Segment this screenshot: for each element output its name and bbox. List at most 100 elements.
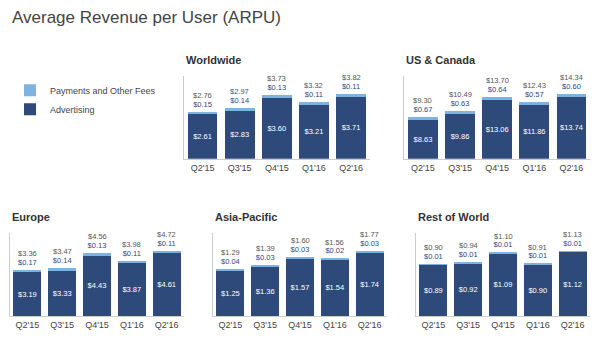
svg-text:$1.77: $1.77 xyxy=(360,230,379,239)
svg-text:$0.11: $0.11 xyxy=(342,82,360,91)
svg-text:$13.74: $13.74 xyxy=(560,123,583,132)
svg-text:$0.90: $0.90 xyxy=(528,286,547,295)
svg-text:$0.13: $0.13 xyxy=(267,83,286,92)
svg-text:Q4'15: Q4'15 xyxy=(288,320,312,330)
svg-text:Average Revenue per User (ARPU: Average Revenue per User (ARPU) xyxy=(12,8,281,27)
svg-text:$0.94: $0.94 xyxy=(459,241,478,250)
svg-text:Q1'16: Q1'16 xyxy=(323,320,347,330)
svg-text:$2.97: $2.97 xyxy=(230,87,249,96)
svg-text:Q4'15: Q4'15 xyxy=(85,320,109,330)
svg-text:$0.89: $0.89 xyxy=(424,286,443,295)
svg-text:$1.39: $1.39 xyxy=(256,244,275,253)
svg-text:Q2'16: Q2'16 xyxy=(339,163,363,173)
svg-text:$0.01: $0.01 xyxy=(424,252,443,261)
svg-text:Q3'15: Q3'15 xyxy=(228,163,252,173)
svg-text:Q2'15: Q2'15 xyxy=(422,320,446,330)
svg-text:Asia-Pacific: Asia-Pacific xyxy=(215,211,277,223)
svg-text:$1.57: $1.57 xyxy=(291,283,310,292)
svg-text:$4.56: $4.56 xyxy=(88,232,107,241)
svg-text:$3.47: $3.47 xyxy=(53,247,72,256)
svg-text:Q1'16: Q1'16 xyxy=(526,320,550,330)
svg-text:$3.71: $3.71 xyxy=(342,123,361,132)
svg-text:Q4'15: Q4'15 xyxy=(491,320,515,330)
svg-text:$0.01: $0.01 xyxy=(494,240,513,249)
svg-text:Q4'15: Q4'15 xyxy=(485,163,509,173)
svg-text:$0.60: $0.60 xyxy=(562,82,581,91)
svg-text:Q2'15: Q2'15 xyxy=(16,320,40,330)
svg-text:Europe: Europe xyxy=(12,211,50,223)
svg-text:$2.76: $2.76 xyxy=(193,91,212,100)
svg-text:Q2'15: Q2'15 xyxy=(191,163,215,173)
svg-text:$1.29: $1.29 xyxy=(221,248,240,257)
svg-text:$0.67: $0.67 xyxy=(414,105,433,114)
svg-text:$0.17: $0.17 xyxy=(18,258,37,267)
svg-text:$0.63: $0.63 xyxy=(451,99,470,108)
svg-text:$0.92: $0.92 xyxy=(459,285,478,294)
svg-text:Q3'15: Q3'15 xyxy=(50,320,74,330)
svg-text:$4.61: $4.61 xyxy=(157,280,176,289)
svg-text:Worldwide: Worldwide xyxy=(186,54,241,66)
svg-text:$3.73: $3.73 xyxy=(267,74,286,83)
svg-text:$1.60: $1.60 xyxy=(291,236,310,245)
svg-text:Rest of World: Rest of World xyxy=(418,211,489,223)
svg-text:$4.72: $4.72 xyxy=(157,230,176,239)
svg-text:$0.11: $0.11 xyxy=(305,90,323,99)
svg-text:Q1'16: Q1'16 xyxy=(522,163,546,173)
svg-text:$0.11: $0.11 xyxy=(157,239,175,248)
svg-text:$3.33: $3.33 xyxy=(53,289,72,298)
svg-text:Q4'15: Q4'15 xyxy=(265,163,289,173)
svg-text:$1.56: $1.56 xyxy=(325,238,344,247)
svg-text:Q3'15: Q3'15 xyxy=(456,320,480,330)
svg-text:$1.12: $1.12 xyxy=(563,280,582,289)
svg-text:$0.57: $0.57 xyxy=(525,90,544,99)
svg-text:$1.13: $1.13 xyxy=(563,230,582,239)
svg-text:$3.98: $3.98 xyxy=(122,240,141,249)
svg-text:$12.43: $12.43 xyxy=(523,81,546,90)
svg-text:$0.01: $0.01 xyxy=(563,239,582,248)
svg-text:$8.63: $8.63 xyxy=(414,135,433,144)
svg-text:Q2'16: Q2'16 xyxy=(560,163,584,173)
svg-text:$3.87: $3.87 xyxy=(122,285,141,294)
svg-text:$0.90: $0.90 xyxy=(424,243,443,252)
svg-text:Q3'15: Q3'15 xyxy=(253,320,277,330)
svg-text:Q2'15: Q2'15 xyxy=(411,163,435,173)
svg-text:US & Canada: US & Canada xyxy=(406,54,476,66)
svg-text:$0.11: $0.11 xyxy=(123,249,141,258)
svg-text:$4.43: $4.43 xyxy=(88,281,107,290)
svg-text:$9.86: $9.86 xyxy=(451,132,470,141)
svg-text:Payments and Other Fees: Payments and Other Fees xyxy=(50,86,156,96)
svg-text:$0.01: $0.01 xyxy=(528,251,547,260)
svg-text:Q2'15: Q2'15 xyxy=(219,320,243,330)
svg-text:$0.04: $0.04 xyxy=(221,257,240,266)
svg-text:$0.91: $0.91 xyxy=(528,243,547,252)
svg-text:$13.70: $13.70 xyxy=(486,76,509,85)
svg-text:Q2'16: Q2'16 xyxy=(358,320,382,330)
svg-text:Q2'16: Q2'16 xyxy=(155,320,179,330)
svg-text:Advertising: Advertising xyxy=(50,105,95,115)
svg-text:$0.02: $0.02 xyxy=(325,246,344,255)
svg-text:$2.61: $2.61 xyxy=(193,132,212,141)
svg-text:$1.10: $1.10 xyxy=(494,232,513,241)
svg-text:$11.86: $11.86 xyxy=(523,127,545,136)
svg-text:$0.03: $0.03 xyxy=(256,253,275,262)
svg-text:$10.49: $10.49 xyxy=(449,90,472,99)
svg-text:$0.14: $0.14 xyxy=(230,96,249,105)
svg-text:$0.01: $0.01 xyxy=(459,250,478,259)
svg-text:$1.09: $1.09 xyxy=(494,280,513,289)
svg-text:$14.34: $14.34 xyxy=(560,73,583,82)
svg-text:Q2'16: Q2'16 xyxy=(561,320,585,330)
svg-text:$0.14: $0.14 xyxy=(53,256,72,265)
svg-text:$1.74: $1.74 xyxy=(360,280,379,289)
svg-text:$3.21: $3.21 xyxy=(305,127,324,136)
svg-text:$0.64: $0.64 xyxy=(488,85,507,94)
svg-text:$2.83: $2.83 xyxy=(230,130,249,139)
svg-text:$3.19: $3.19 xyxy=(18,290,37,299)
svg-text:$1.25: $1.25 xyxy=(221,289,240,298)
svg-text:$1.36: $1.36 xyxy=(256,287,275,296)
svg-text:$3.82: $3.82 xyxy=(342,73,361,82)
svg-text:$3.60: $3.60 xyxy=(267,124,286,133)
svg-text:$0.13: $0.13 xyxy=(88,241,107,250)
svg-text:$0.15: $0.15 xyxy=(193,100,212,109)
svg-text:$0.03: $0.03 xyxy=(360,239,379,248)
svg-text:$9.30: $9.30 xyxy=(413,96,432,105)
